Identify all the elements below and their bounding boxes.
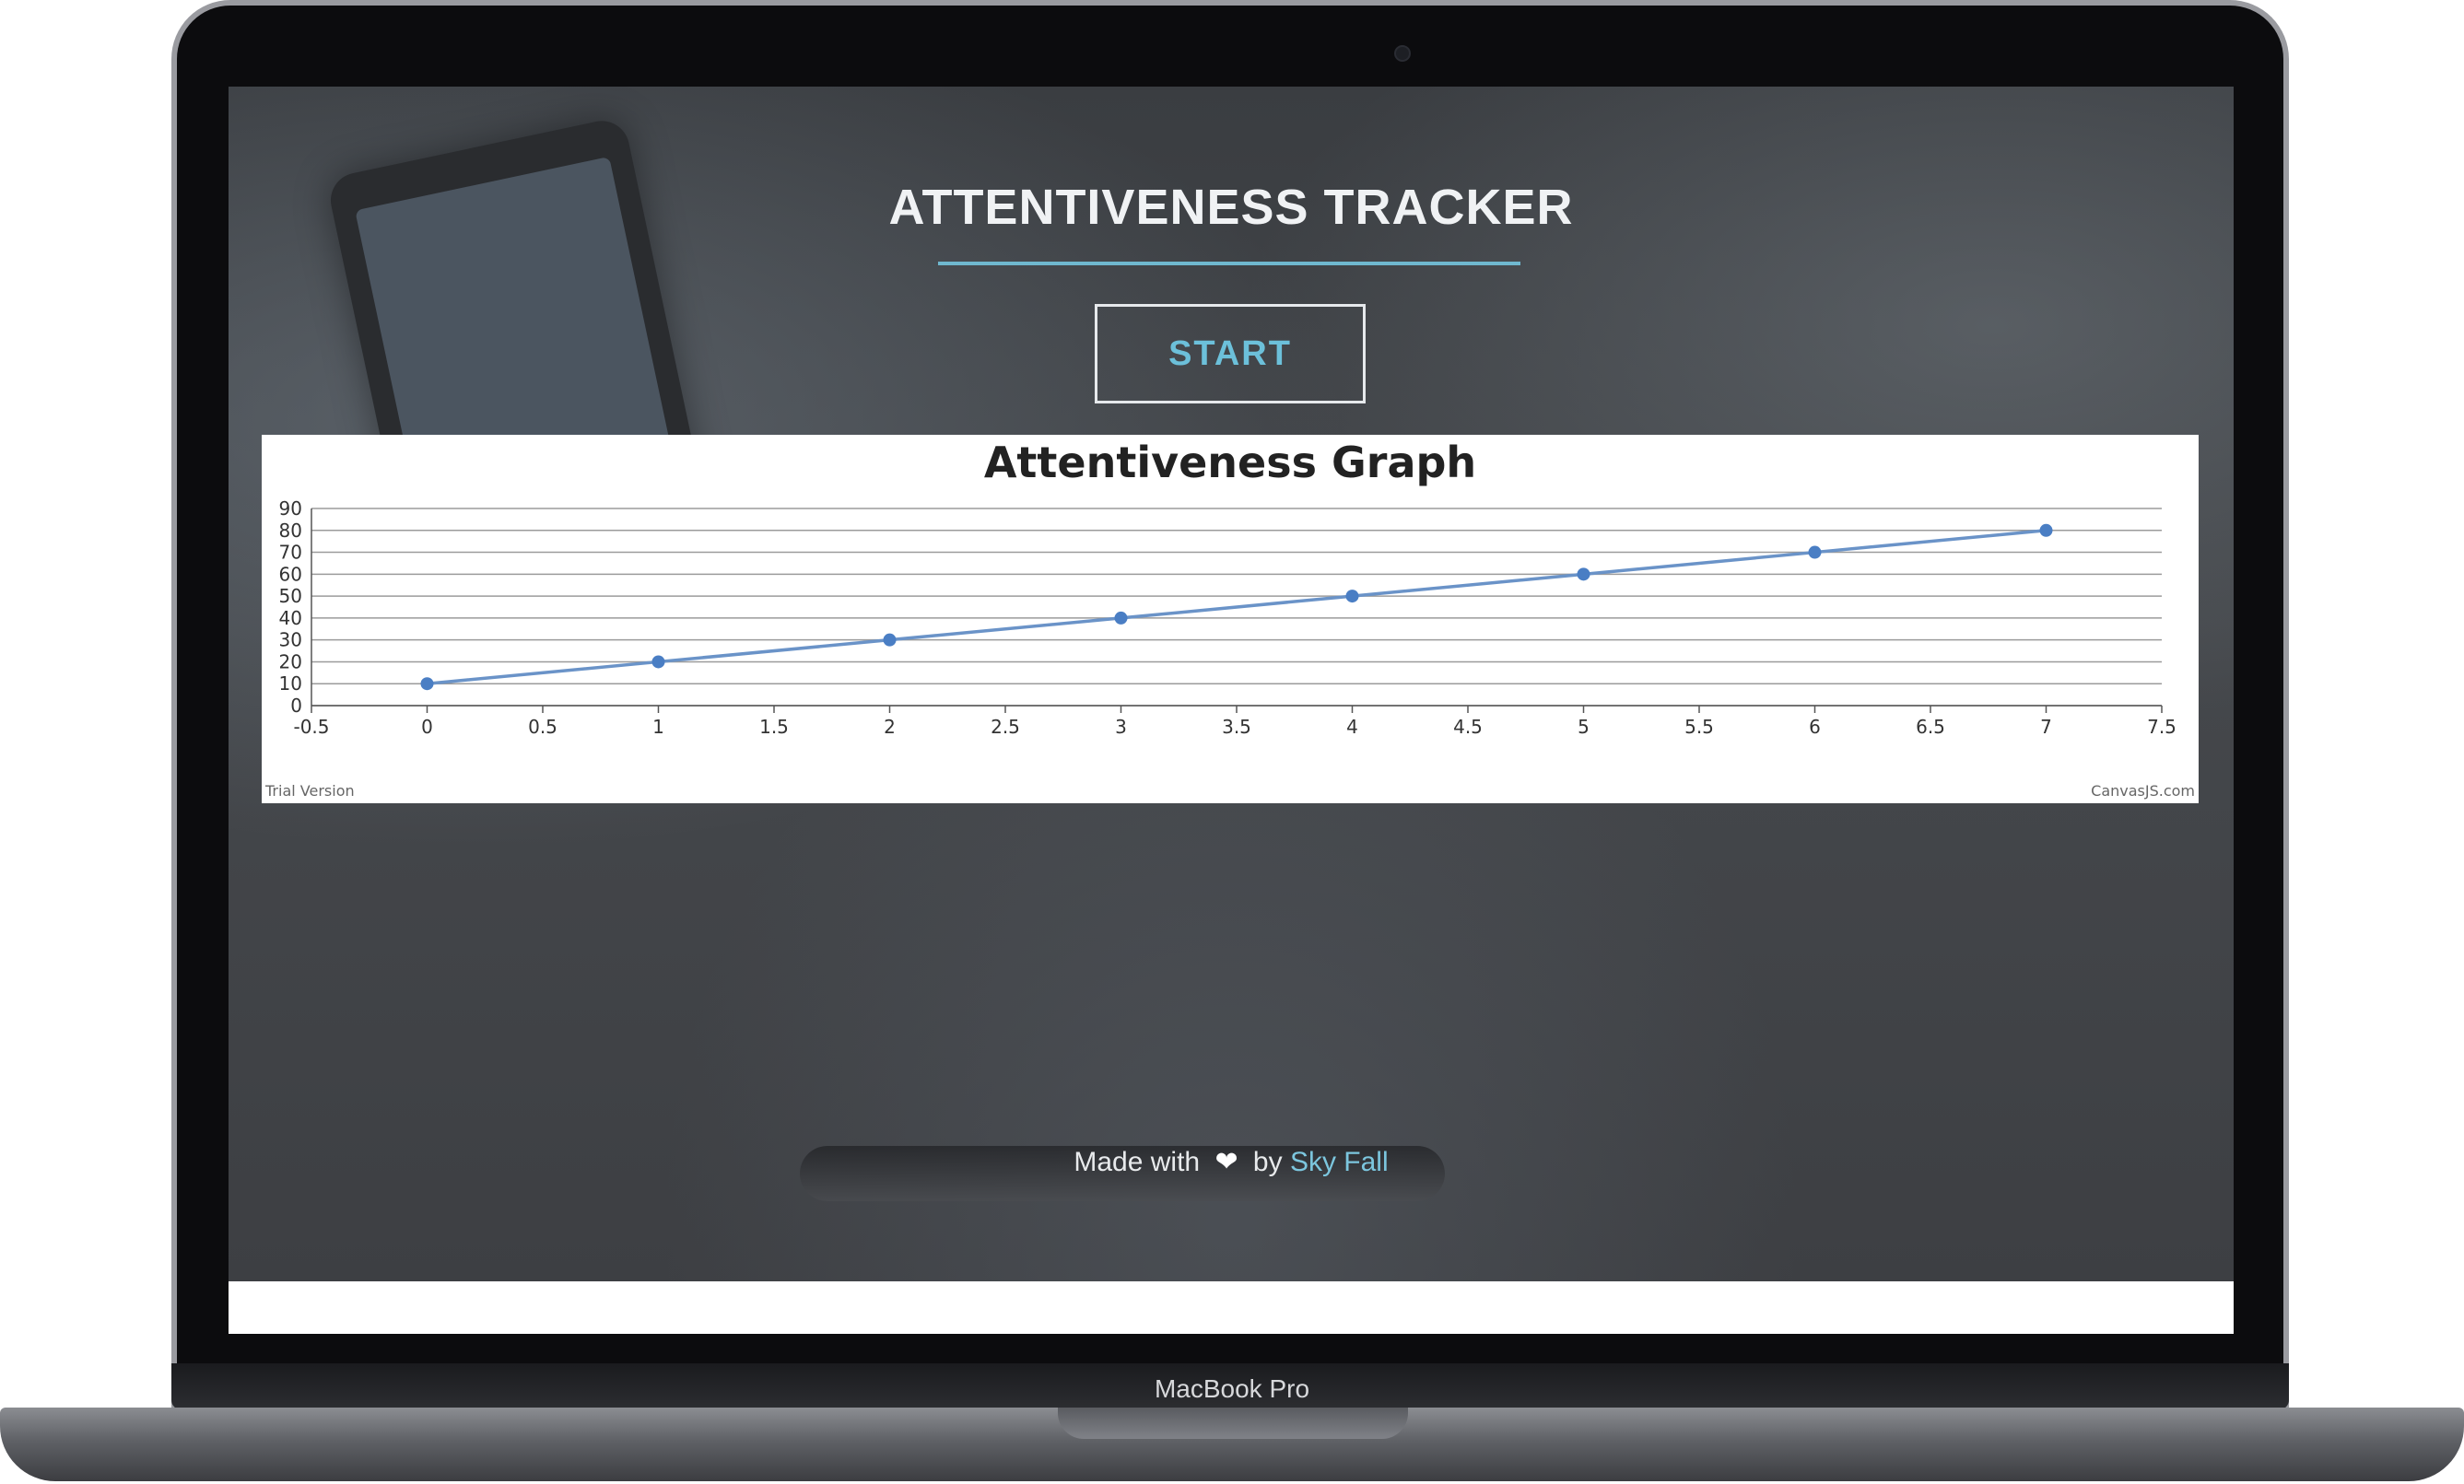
watermark-trial: Trial Version <box>264 782 355 800</box>
laptop-model-label: MacBook Pro <box>1154 1374 1310 1403</box>
laptop-notch <box>1058 1408 1408 1439</box>
data-point <box>420 677 434 691</box>
laptop-hinge <box>171 1363 2289 1409</box>
page-title: ATTENTIVENESS TRACKER <box>888 180 1574 235</box>
series-line <box>427 529 2047 685</box>
x-tick-label: 5.5 <box>1684 716 1714 738</box>
watermark-canvasjs: CanvasJS.com <box>2091 782 2195 800</box>
screen: ATTENTIVENESS TRACKER START Attentivenes… <box>229 87 2234 1334</box>
x-tick-label: 1 <box>652 716 664 738</box>
chart-title: Attentiveness Graph <box>984 438 1476 487</box>
author-link[interactable]: Sky Fall <box>1289 1147 1389 1177</box>
x-tick-label: 6 <box>1809 716 1821 738</box>
data-point <box>1808 545 1822 559</box>
attentiveness-chart: Attentiveness Graph 0 10 20 30 40 50 60 70 80 90 -0… <box>262 435 2199 803</box>
data-point <box>651 655 665 669</box>
y-tick-label: 50 <box>279 585 302 607</box>
y-tick-label: 70 <box>279 542 302 564</box>
start-button[interactable]: START <box>1095 304 1366 403</box>
heart-icon: ❤ <box>1214 1147 1238 1177</box>
x-tick-label: 6.5 <box>1916 716 1945 738</box>
camera-icon <box>1394 45 1411 62</box>
title-underline <box>938 262 1520 265</box>
footer-by: by <box>1252 1147 1283 1177</box>
footer: Made with ❤ by Sky Fall <box>229 1146 2234 1178</box>
background-pens <box>800 1146 1445 1201</box>
y-tick-label: 20 <box>279 650 302 672</box>
x-tick-label: 0 <box>421 716 433 738</box>
x-tick-label: 5 <box>1578 716 1590 738</box>
x-tick-label: 0.5 <box>528 716 557 738</box>
data-point <box>883 633 897 647</box>
data-point <box>1577 567 1590 581</box>
x-tick-label: -0.5 <box>293 716 329 738</box>
data-point <box>1345 590 1359 603</box>
y-tick-label: 80 <box>279 520 302 542</box>
x-tick-label: 2 <box>884 716 896 738</box>
footer-made-with: Made with <box>1074 1147 1201 1177</box>
y-tick-label: 0 <box>290 695 302 717</box>
hero-background: ATTENTIVENESS TRACKER START Attentivenes… <box>229 87 2234 1281</box>
y-tick-label: 30 <box>279 629 302 651</box>
y-tick-label: 90 <box>279 497 302 520</box>
x-tick-label: 4 <box>1346 716 1358 738</box>
x-tick-label: 3 <box>1115 716 1127 738</box>
data-point <box>1114 611 1128 625</box>
y-tick-label: 10 <box>279 672 302 695</box>
x-tick-label: 3.5 <box>1222 716 1251 738</box>
x-tick-label: 2.5 <box>991 716 1020 738</box>
data-point <box>2039 523 2053 537</box>
chart-canvas: Attentiveness Graph0102030405060708090-0… <box>264 438 2195 800</box>
y-tick-label: 40 <box>279 607 302 629</box>
y-tick-label: 60 <box>279 563 302 585</box>
x-tick-label: 4.5 <box>1453 716 1483 738</box>
x-tick-label: 7 <box>2040 716 2052 738</box>
x-tick-label: 1.5 <box>759 716 789 738</box>
x-tick-label: 7.5 <box>2147 716 2177 738</box>
